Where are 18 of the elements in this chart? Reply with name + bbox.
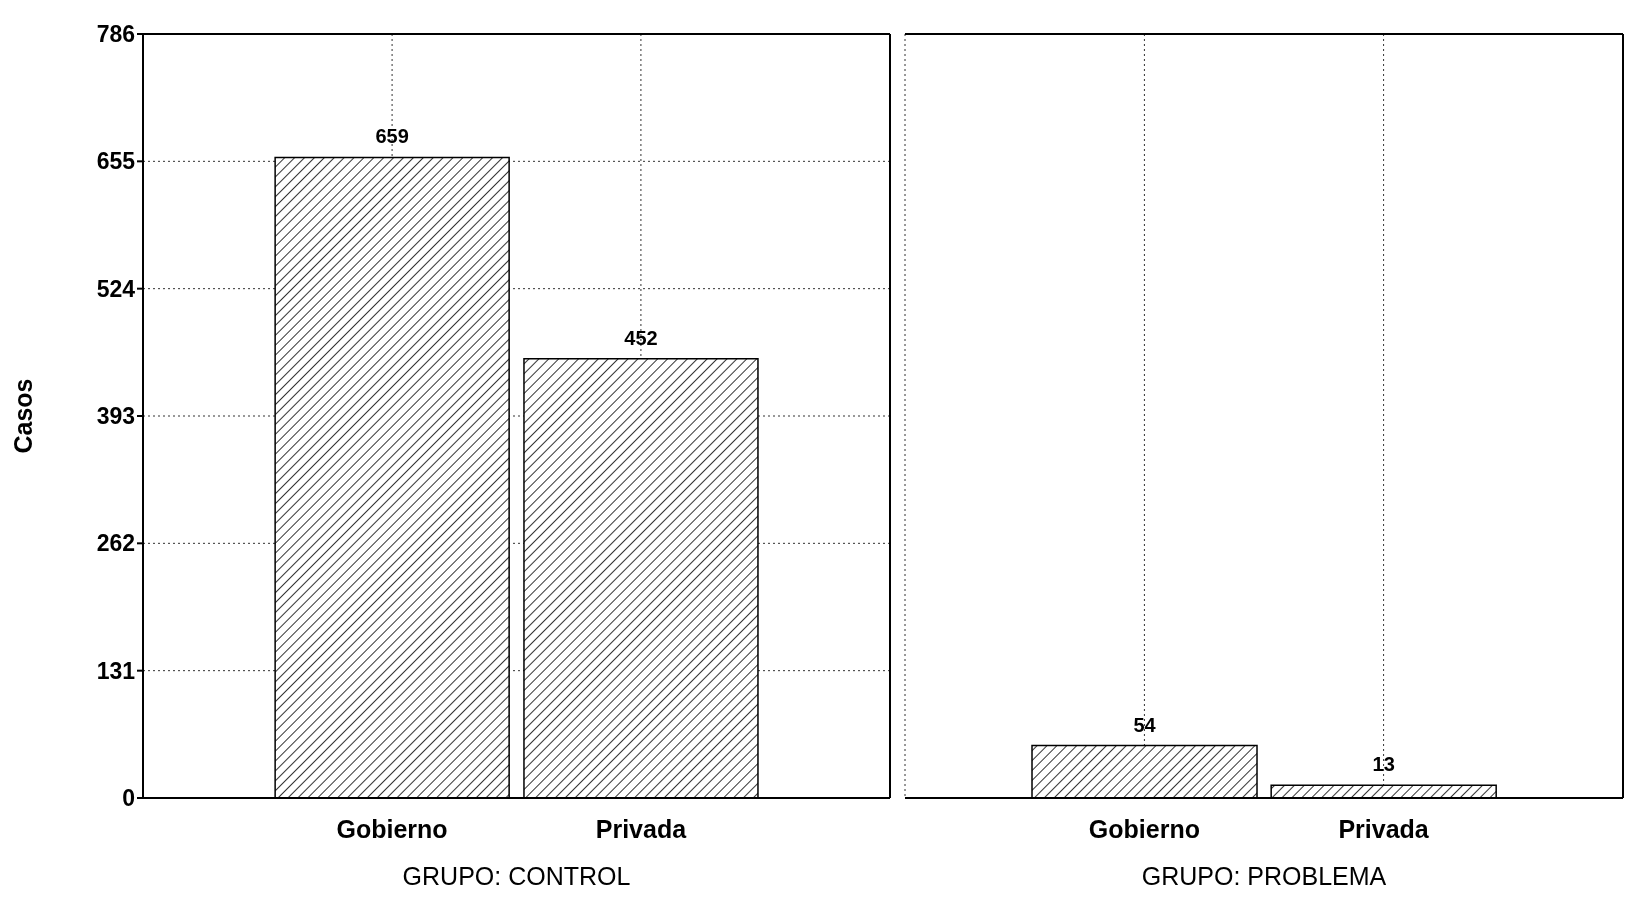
y-tick-label: 655 (96, 148, 136, 175)
y-tick-label: 786 (96, 21, 135, 48)
y-tick-label: 524 (96, 275, 136, 302)
y-tick-label: 0 (122, 785, 135, 812)
y-tick-label: 131 (96, 657, 136, 684)
data-label: 13 (1372, 753, 1395, 776)
y-axis-title: Casos (8, 378, 37, 454)
data-label: 452 (624, 326, 658, 349)
y-tick-label: 262 (96, 530, 135, 557)
x-tick-label: Privada (595, 814, 688, 843)
x-tick-label: Privada (1338, 814, 1430, 843)
data-label: 54 (1133, 713, 1157, 736)
x-axis-title: GRUPO: CONTROL (402, 862, 631, 890)
x-axis-title: GRUPO: PROBLEMA (1141, 862, 1387, 890)
data-label: 659 (375, 125, 409, 148)
x-tick-label: Gobierno (1088, 814, 1200, 843)
y-tick-label: 393 (96, 403, 135, 430)
x-tick-label: Gobierno (336, 814, 448, 843)
